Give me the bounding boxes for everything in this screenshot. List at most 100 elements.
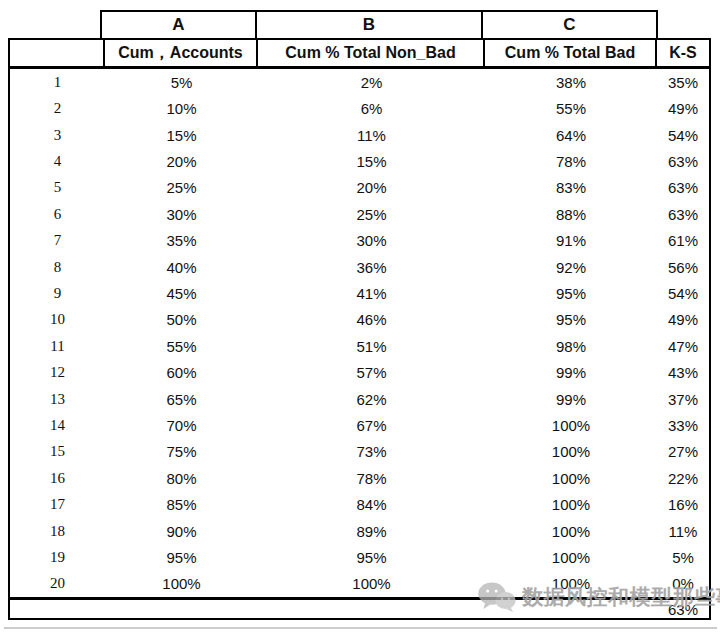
cum-nonbad-cell: 89%: [258, 518, 485, 544]
row-number: 12: [10, 359, 105, 385]
ks-cell: 54%: [657, 122, 709, 148]
row-number: 13: [10, 386, 105, 412]
row-number: 2: [10, 95, 105, 121]
row-number: 19: [10, 544, 105, 570]
cum-accounts-cell: 30%: [105, 201, 258, 227]
cum-bad-cell: 95%: [485, 307, 657, 333]
cum-nonbad-cell: 100%: [258, 571, 485, 597]
ks-cell: 56%: [657, 254, 709, 280]
cum-nonbad-cell: 15%: [258, 148, 485, 174]
cum-accounts-cell: 85%: [105, 492, 258, 518]
cum-accounts-cell: 50%: [105, 307, 258, 333]
cum-bad-cell: 78%: [485, 148, 657, 174]
cum-bad-cell: 99%: [485, 359, 657, 385]
table-row: 1575%73%100%27%: [10, 439, 709, 465]
table-row: 840%36%92%56%: [10, 254, 709, 280]
cum-bad-cell: 95%: [485, 280, 657, 306]
cum-nonbad-cell: 57%: [258, 359, 485, 385]
cum-bad-cell: 100%: [485, 492, 657, 518]
table-row: 1260%57%99%43%: [10, 359, 709, 385]
ks-cell: 33%: [657, 412, 709, 438]
cum-nonbad-cell: 30%: [258, 227, 485, 253]
row-number: 15: [10, 439, 105, 465]
cum-nonbad-cell: 41%: [258, 280, 485, 306]
cum-accounts-cell: 40%: [105, 254, 258, 280]
ks-cell: 35%: [657, 69, 709, 95]
cum-accounts-cell: 10%: [105, 95, 258, 121]
ks-cell: 54%: [657, 280, 709, 306]
row-number: 5: [10, 175, 105, 201]
ks-cell: 63%: [657, 175, 709, 201]
header-cum-accounts: Cum，Accounts: [105, 40, 258, 66]
table-row: 315%11%64%54%: [10, 122, 709, 148]
ks-cell: 5%: [657, 544, 709, 570]
cum-nonbad-cell: 95%: [258, 544, 485, 570]
ks-cell: 27%: [657, 439, 709, 465]
footer-spacer: [10, 600, 657, 618]
row-number: 14: [10, 412, 105, 438]
row-number: 3: [10, 122, 105, 148]
cum-bad-cell: 100%: [485, 439, 657, 465]
table-row: 20100%100%100%0%: [10, 571, 709, 597]
ks-cell: 49%: [657, 307, 709, 333]
cum-accounts-cell: 45%: [105, 280, 258, 306]
cum-nonbad-cell: 46%: [258, 307, 485, 333]
cum-nonbad-cell: 36%: [258, 254, 485, 280]
cum-accounts-cell: 55%: [105, 333, 258, 359]
ks-cell: 47%: [657, 333, 709, 359]
cum-accounts-cell: 80%: [105, 465, 258, 491]
table-footer-row: 63%: [10, 597, 709, 618]
cum-bad-cell: 100%: [485, 518, 657, 544]
cum-accounts-cell: 95%: [105, 544, 258, 570]
column-letter-b: B: [257, 12, 483, 38]
cum-nonbad-cell: 6%: [258, 95, 485, 121]
table-row: 1050%46%95%49%: [10, 307, 709, 333]
ks-cell: 0%: [657, 571, 709, 597]
ks-cell: 22%: [657, 465, 709, 491]
row-number: 20: [10, 571, 105, 597]
table-row: 945%41%95%54%: [10, 280, 709, 306]
cum-nonbad-cell: 20%: [258, 175, 485, 201]
cum-accounts-cell: 25%: [105, 175, 258, 201]
ks-cell: 16%: [657, 492, 709, 518]
ks-cell: 61%: [657, 227, 709, 253]
table-row: 420%15%78%63%: [10, 148, 709, 174]
spreadsheet-screenshot: A B C Cum，Accounts Cum % Total Non_Bad C…: [0, 0, 720, 632]
table-row: 525%20%83%63%: [10, 175, 709, 201]
cum-bad-cell: 100%: [485, 544, 657, 570]
table-row: 1470%67%100%33%: [10, 412, 709, 438]
row-number: 10: [10, 307, 105, 333]
column-letters-row: A B C: [100, 10, 658, 40]
column-letter-a: A: [102, 12, 257, 38]
cum-nonbad-cell: 67%: [258, 412, 485, 438]
table-row: 1365%62%99%37%: [10, 386, 709, 412]
ks-cell: 63%: [657, 148, 709, 174]
cum-bad-cell: 98%: [485, 333, 657, 359]
cum-nonbad-cell: 84%: [258, 492, 485, 518]
cum-nonbad-cell: 73%: [258, 439, 485, 465]
column-letter-c: C: [483, 12, 656, 38]
table-row: 210%6%55%49%: [10, 95, 709, 121]
cum-bad-cell: 91%: [485, 227, 657, 253]
table-row: 1995%95%100%5%: [10, 544, 709, 570]
cum-accounts-cell: 20%: [105, 148, 258, 174]
table-row: 1155%51%98%47%: [10, 333, 709, 359]
cum-nonbad-cell: 78%: [258, 465, 485, 491]
row-number: 18: [10, 518, 105, 544]
cum-bad-cell: 100%: [485, 412, 657, 438]
table-row: 1890%89%100%11%: [10, 518, 709, 544]
cum-accounts-cell: 60%: [105, 359, 258, 385]
screenshot-edge-line: [4, 627, 717, 629]
cum-accounts-cell: 100%: [105, 571, 258, 597]
cum-nonbad-cell: 25%: [258, 201, 485, 227]
cum-accounts-cell: 35%: [105, 227, 258, 253]
cum-nonbad-cell: 51%: [258, 333, 485, 359]
ks-table: Cum，Accounts Cum % Total Non_Bad Cum % T…: [8, 38, 711, 620]
row-number: 7: [10, 227, 105, 253]
cum-bad-cell: 100%: [485, 571, 657, 597]
cum-accounts-cell: 75%: [105, 439, 258, 465]
cum-accounts-cell: 90%: [105, 518, 258, 544]
ks-cell: 49%: [657, 95, 709, 121]
cum-accounts-cell: 5%: [105, 69, 258, 95]
table-row: 735%30%91%61%: [10, 227, 709, 253]
